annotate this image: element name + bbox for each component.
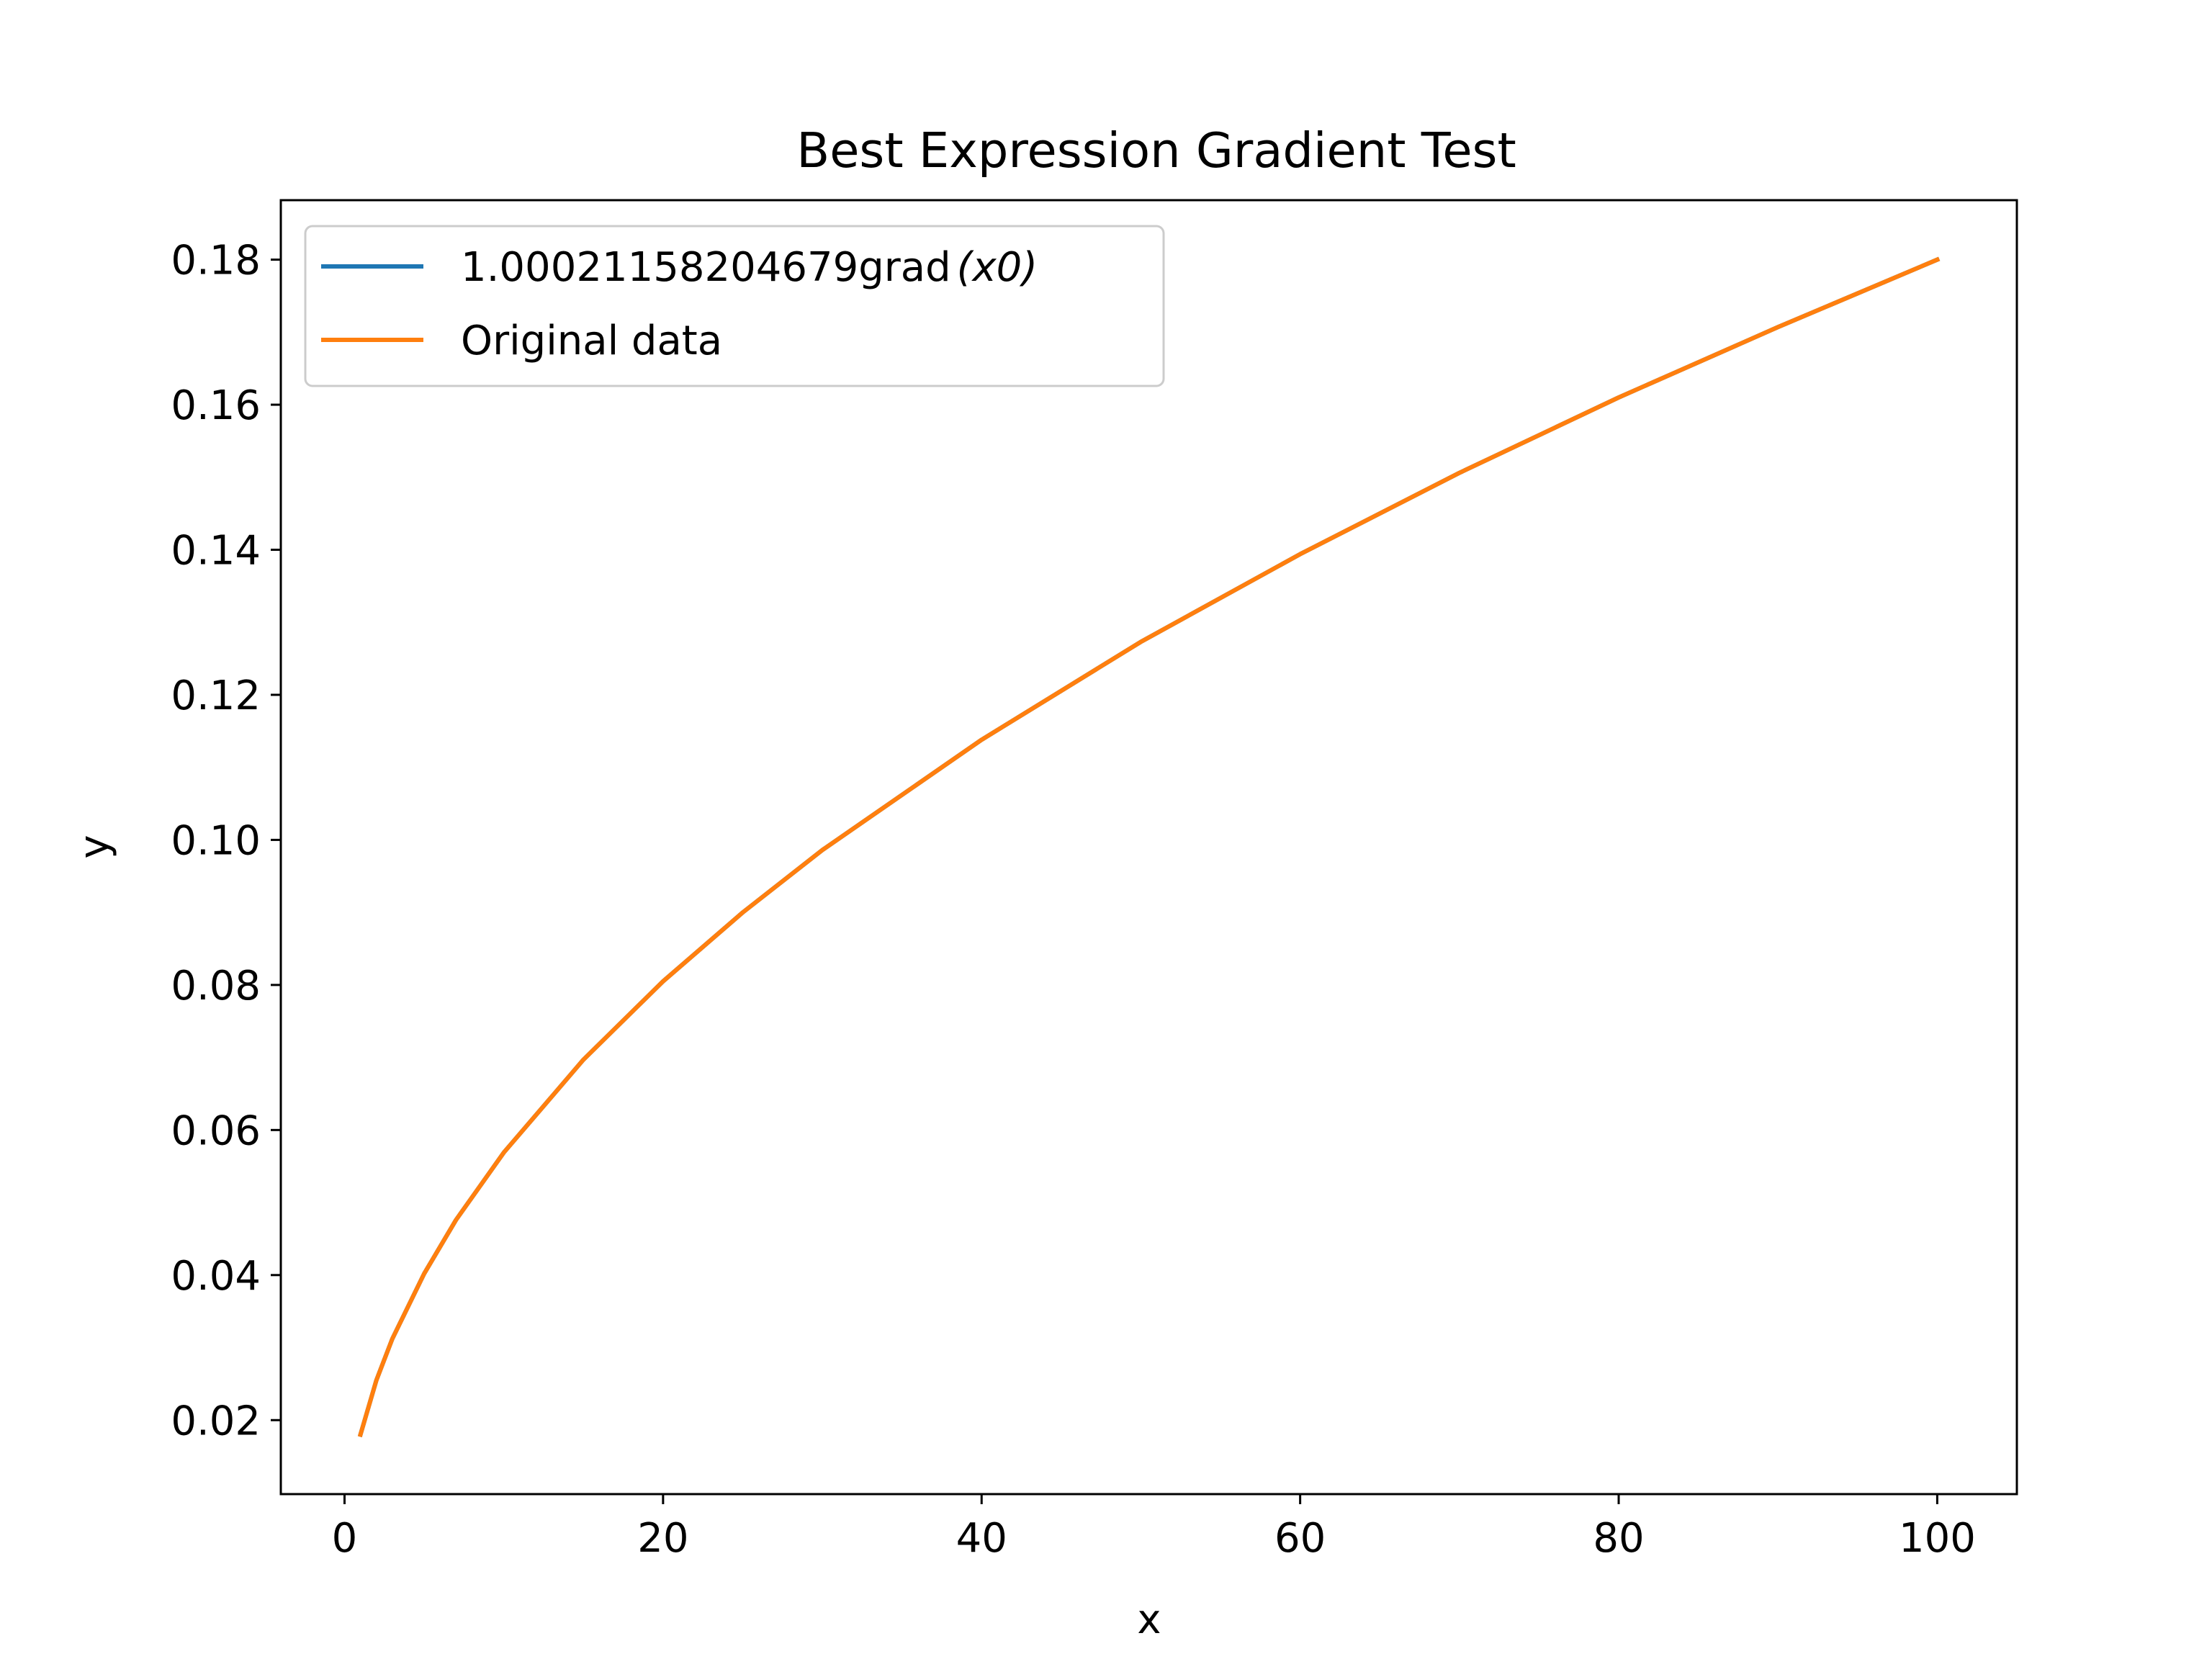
chart-title: Best Expression Gradient Test	[796, 122, 1516, 179]
x-tick-label: 20	[637, 1515, 688, 1562]
axes-frame	[279, 199, 2018, 1496]
x-tick-label: 60	[1274, 1515, 1326, 1562]
y-tick-label: 0.18	[171, 238, 261, 284]
series-line-2	[357, 256, 1941, 1438]
y-tick-label: 0.12	[171, 673, 261, 719]
x-axis-label: x	[1137, 1596, 1161, 1643]
x-axis-ticks: 0 20 40 60 80 100	[332, 1494, 1976, 1562]
legend-label-series-1-text: 1.00021158204679grad	[461, 244, 951, 291]
x-tick-label: 40	[956, 1515, 1007, 1562]
y-axis-label: y	[71, 835, 118, 858]
y-tick-label: 0.16	[171, 382, 261, 429]
legend-label-series-2: Original data	[461, 318, 722, 364]
y-axis-ticks: 0.02 0.04 0.06 0.08 0.10 0.12 0.14 0.16 0.18	[171, 238, 281, 1444]
y-tick-label: 0.06	[171, 1107, 261, 1154]
legend-label-series-1: 1.00021158204679grad (x0)	[461, 244, 1038, 291]
x-tick-label: 0	[332, 1515, 358, 1562]
legend-box	[304, 225, 1165, 387]
legend: 1.00021158204679grad (x0) Original data	[304, 225, 1165, 387]
plot-area	[281, 200, 2017, 1494]
x-tick-label: 80	[1593, 1515, 1644, 1562]
y-tick-label: 0.14	[171, 528, 261, 575]
y-tick-label: 0.04	[171, 1253, 261, 1300]
y-tick-label: 0.08	[171, 963, 261, 1010]
y-tick-label: 0.02	[171, 1398, 261, 1444]
x-tick-label: 100	[1899, 1515, 1976, 1562]
legend-label-series-1-math: (x0)	[957, 244, 1038, 291]
y-tick-label: 0.10	[171, 817, 261, 864]
series-layer	[357, 256, 1941, 1438]
